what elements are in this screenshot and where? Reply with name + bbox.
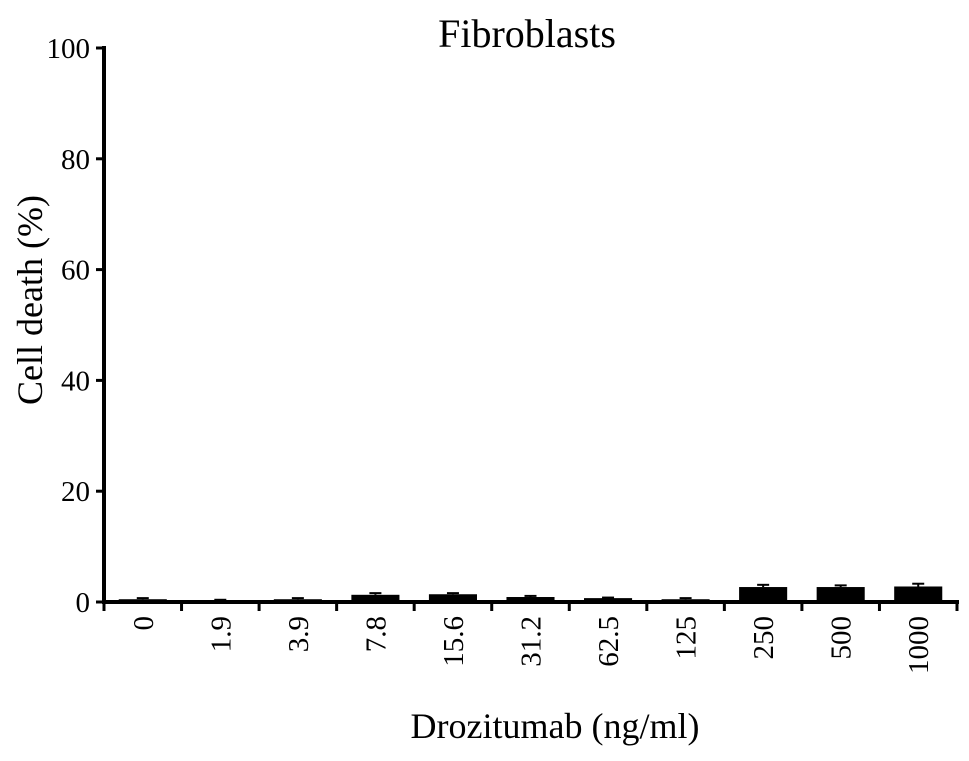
x-tick-label: 7.8 (360, 616, 392, 652)
y-tick-label: 0 (76, 587, 91, 619)
bar (196, 600, 245, 602)
y-tick-label: 20 (61, 476, 90, 508)
y-tick-label: 100 (47, 33, 91, 65)
bar (894, 586, 943, 602)
x-tick-label: 15.6 (438, 616, 470, 667)
x-tick-label: 3.9 (283, 616, 315, 652)
bar (351, 594, 400, 602)
bar (816, 587, 865, 602)
bar (118, 599, 167, 602)
chart-title: Fibroblasts (438, 11, 616, 56)
y-tick-label: 60 (61, 255, 90, 287)
y-axis-label: Cell death (%) (10, 195, 50, 405)
x-tick-label: 62.5 (593, 616, 625, 667)
bar (584, 598, 633, 602)
bar (428, 594, 477, 602)
bars (118, 582, 943, 602)
x-axis-label: Drozitumab (ng/ml) (411, 706, 700, 746)
x-ticks: 0 1.9 3.9 7.8 15.6 31.2 62.5 125 250 500 1000 (102, 602, 959, 674)
x-tick-label: 250 (748, 616, 780, 660)
y-tick-label: 80 (61, 144, 90, 176)
x-tick-label: 125 (671, 616, 703, 660)
x-tick-label: 0 (128, 616, 160, 631)
y-tick-label: 40 (61, 365, 90, 397)
x-tick-label: 31.2 (516, 616, 548, 667)
x-tick-label: 1.9 (205, 616, 237, 652)
x-tick-label: 500 (826, 616, 858, 660)
bar (739, 587, 788, 602)
bar (506, 597, 555, 602)
x-tick-label: 1000 (903, 616, 935, 674)
y-ticks: 0 20 40 60 80 100 (47, 33, 104, 619)
bar (273, 599, 322, 602)
bar (661, 599, 710, 602)
